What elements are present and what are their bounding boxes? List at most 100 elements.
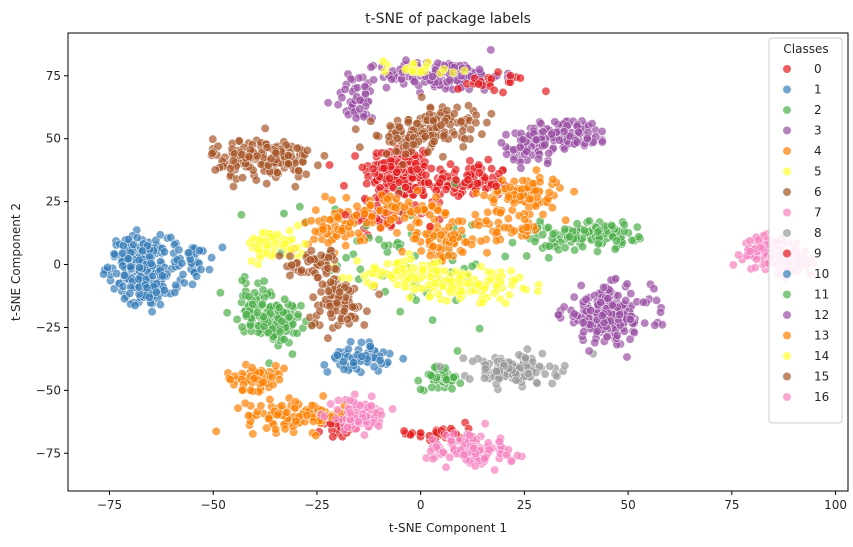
data-point (515, 73, 525, 83)
data-point (277, 316, 287, 326)
data-point (366, 62, 376, 72)
data-point (395, 307, 405, 317)
data-point (655, 307, 665, 317)
y-tick-label: 0 (53, 258, 61, 272)
data-point (548, 229, 558, 239)
data-point (323, 98, 333, 108)
data-point (625, 314, 635, 324)
data-point (360, 82, 370, 92)
data-point (427, 382, 437, 392)
data-point (259, 276, 269, 286)
data-point (441, 185, 451, 195)
legend-marker (783, 208, 791, 217)
legend-label: 0 (814, 62, 822, 76)
data-point (388, 404, 398, 414)
data-point (599, 282, 609, 292)
data-point (392, 228, 402, 238)
data-point (352, 83, 362, 93)
data-point (518, 283, 528, 293)
data-point (208, 134, 218, 144)
data-point (579, 327, 589, 337)
data-point (403, 117, 413, 127)
data-point (337, 93, 347, 103)
data-point (417, 92, 427, 102)
data-point (450, 266, 460, 276)
data-point (523, 369, 533, 379)
data-point (277, 401, 287, 411)
data-point (385, 174, 395, 184)
data-point (177, 258, 187, 268)
data-point (570, 245, 580, 255)
data-point (125, 288, 135, 298)
data-point (483, 207, 493, 217)
plot-area (99, 45, 818, 475)
data-point (151, 287, 161, 297)
data-point (496, 138, 506, 148)
series-6 (207, 92, 496, 343)
data-point (522, 146, 532, 156)
legend-marker (783, 270, 791, 278)
series-10 (125, 265, 189, 317)
data-point (461, 237, 471, 247)
legend-marker (783, 126, 791, 135)
data-point (428, 454, 438, 464)
data-point (518, 135, 528, 145)
data-point (448, 68, 458, 78)
data-point (489, 195, 499, 205)
data-point (337, 273, 347, 283)
data-point (561, 215, 571, 225)
data-point (332, 298, 342, 308)
data-point (196, 264, 206, 274)
data-point (285, 226, 295, 236)
data-point (733, 250, 743, 260)
data-point (318, 224, 328, 234)
data-point (382, 194, 392, 204)
data-point (118, 248, 128, 258)
legend-marker (783, 372, 791, 381)
data-point (155, 230, 165, 240)
data-point (560, 361, 570, 371)
data-point (283, 159, 293, 169)
data-point (621, 295, 631, 305)
data-point (343, 344, 353, 354)
data-point (473, 79, 483, 89)
data-point (280, 294, 290, 304)
data-point (217, 242, 227, 252)
data-point (323, 333, 333, 343)
data-point (432, 266, 442, 276)
data-point (504, 192, 514, 202)
data-point (547, 378, 557, 388)
data-point (351, 113, 361, 123)
x-axis-ticks: −75 −50 −25 0 25 50 75 100 (97, 491, 847, 512)
data-point (543, 223, 553, 233)
data-point (132, 233, 142, 243)
data-point (445, 75, 455, 85)
legend-marker (783, 229, 791, 237)
data-point (296, 301, 306, 311)
data-point (395, 122, 405, 132)
data-point (371, 131, 381, 141)
data-point (259, 321, 269, 331)
data-point (507, 238, 517, 248)
data-point (425, 251, 435, 261)
data-point (504, 290, 514, 300)
data-point (492, 227, 502, 237)
data-point (501, 298, 511, 308)
data-point (416, 246, 426, 256)
legend-marker (783, 393, 791, 401)
data-point (429, 136, 439, 146)
data-point (285, 270, 295, 280)
data-point (593, 227, 603, 237)
data-point (447, 384, 457, 394)
data-point (632, 222, 642, 232)
data-point (211, 426, 221, 436)
data-point (287, 234, 297, 244)
data-point (144, 292, 154, 302)
data-point (246, 385, 256, 395)
data-point (471, 188, 481, 198)
data-point (351, 210, 361, 220)
legend-label: 16 (814, 390, 829, 404)
data-point (408, 58, 418, 68)
data-point (569, 292, 579, 302)
